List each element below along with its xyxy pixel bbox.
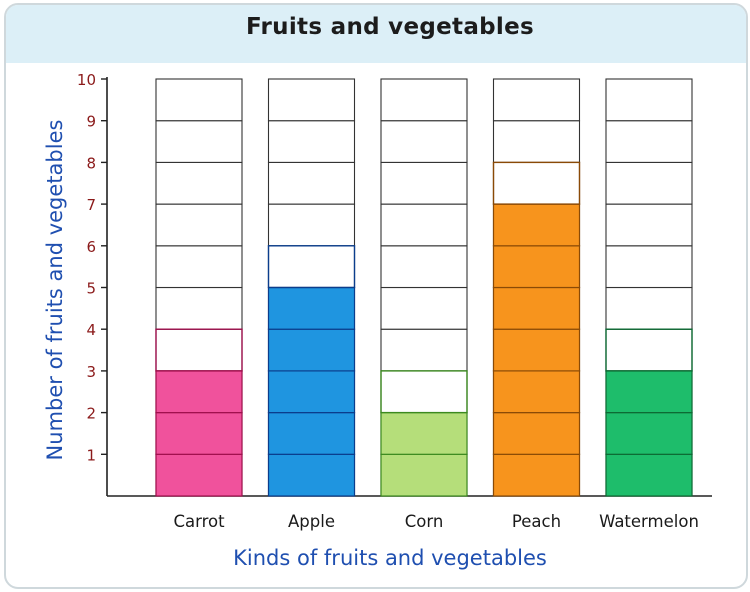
y-tick-label: 3 [86,363,96,381]
grid-cell [380,161,468,205]
bar-peach-cell [492,412,581,455]
grid-cell [155,161,243,205]
grid-cell [605,78,693,122]
y-tick-label: 4 [86,321,96,339]
bar-peach-cell [492,370,581,414]
grid-cell [605,286,693,330]
bar-watermelon-cell [605,453,693,497]
bar-peach-cell [492,245,581,289]
grid-cell [380,286,468,330]
bar-peach-cap [492,161,581,205]
y-tick-label: 1 [86,446,96,464]
x-tick-label-peach: Peach [512,512,561,531]
y-tick-label: 10 [77,71,96,89]
bar-peach-cell [492,286,581,330]
bar-watermelon-cap [605,328,693,372]
grid-cell [267,161,356,205]
grid-cell [155,120,243,163]
x-tick-label-apple: Apple [288,512,335,531]
bar-apple-cell [267,412,356,455]
grid-cell [492,78,581,122]
grid-cell [380,203,468,247]
grid-cell [155,78,243,122]
bar-watermelon-cell [605,412,693,455]
grid-cell [492,120,581,163]
grid-cell [380,328,468,372]
title-band [6,5,746,63]
bar-apple-cell [267,328,356,372]
grid-cell [267,78,356,122]
grid-cell [267,203,356,247]
bar-peach-cell [492,328,581,372]
bar-apple-cap [267,245,356,289]
grid-cell [155,245,243,289]
grid-cell [380,120,468,163]
y-tick-label: 6 [86,238,96,256]
bar-carrot-cell [155,412,243,455]
x-tick-label-corn: Corn [405,512,444,531]
bar-peach-cell [492,203,581,247]
x-axis-label: Kinds of fruits and vegetables [233,546,547,570]
y-tick-label: 5 [86,280,96,298]
grid-cell [605,203,693,247]
bar-carrot-cell [155,370,243,414]
grid-cell [605,328,693,372]
grid-cell [605,120,693,163]
grid-cell [155,286,243,330]
bar-corn-cell [380,453,468,497]
bar-carrot-cap [155,328,243,372]
bar-corn-cap [380,370,468,414]
grid-cell [155,328,243,372]
y-tick-label: 9 [86,113,96,131]
grid-cell [605,161,693,205]
y-tick-label: 8 [86,154,96,172]
x-tick-label-watermelon: Watermelon [599,512,699,531]
grid-cell [492,161,581,205]
x-tick-label-carrot: Carrot [173,512,225,531]
grid-cell [605,245,693,289]
grid-cell [380,370,468,414]
grid-cell [380,245,468,289]
bar-peach-cell [492,453,581,497]
bar-apple-cell [267,286,356,330]
grid-cell [267,120,356,163]
y-tick-label: 7 [86,196,96,214]
chart-title: Fruits and vegetables [245,14,534,40]
y-tick-label: 2 [86,405,96,423]
y-axis-label: Number of fruits and vegetables [43,119,67,461]
grid-cell [267,245,356,289]
grid-cell [380,78,468,122]
bar-carrot-cell [155,453,243,497]
bar-apple-cell [267,370,356,414]
bar-corn-cell [380,412,468,455]
grid-cell [155,203,243,247]
bar-apple-cell [267,453,356,497]
bar-watermelon-cell [605,370,693,414]
